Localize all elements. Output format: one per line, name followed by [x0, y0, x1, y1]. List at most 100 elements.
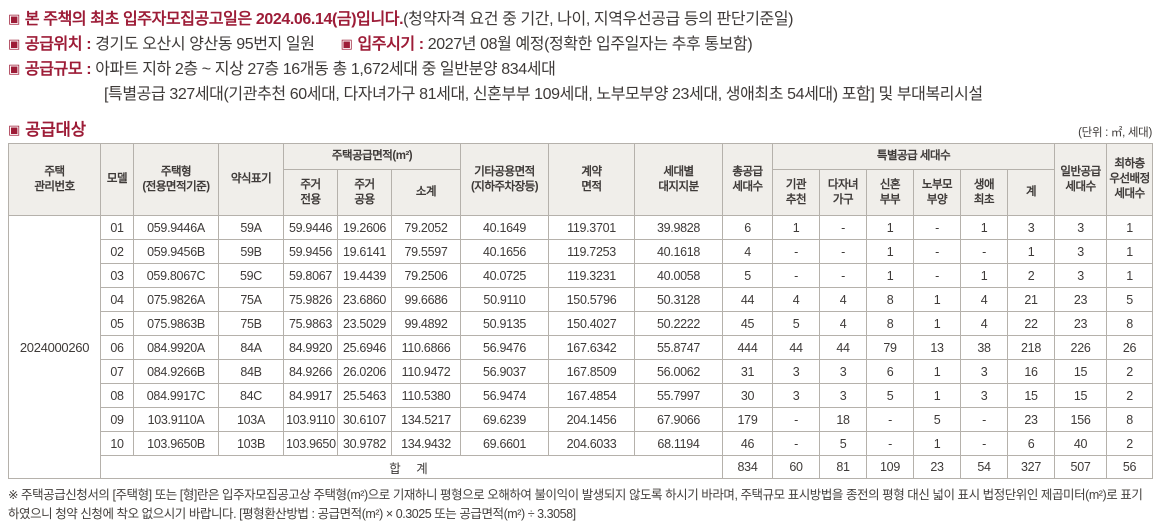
- square-bullet-icon: ▣: [8, 36, 20, 51]
- table-cell: 4: [960, 311, 1009, 336]
- col-house-type: 주택형 (전용면적기준): [133, 143, 219, 216]
- col-area-subtotal: 소계: [390, 169, 462, 216]
- table-cell: 103.9110A: [133, 407, 219, 432]
- col-group-supply-area: 주택공급면적(m²): [282, 143, 462, 170]
- table-cell: 1: [960, 263, 1009, 288]
- table-cell: 5: [772, 311, 821, 336]
- table-cell: 50.2222: [634, 311, 724, 336]
- table-cell: 1: [913, 383, 962, 408]
- movein-label: 입주시기 :: [357, 36, 424, 53]
- table-cell: 3: [1054, 215, 1108, 240]
- movein-value: 2027년 08월 예정(정확한 입주일자는 추후 통보함): [427, 36, 753, 53]
- table-cell: 05: [100, 311, 134, 336]
- col-contract-area: 계약 면적: [548, 143, 636, 216]
- table-cell: 26.0206: [337, 359, 392, 384]
- table-cell: 8: [866, 311, 915, 336]
- announcement-date-text: 본 주책의 최초 입주자모집공고일은 2024.06.14(금)입니다.: [24, 11, 404, 28]
- col-sp-elderly: 노부모 부양: [913, 169, 962, 216]
- table-cell: 119.7253: [548, 239, 636, 264]
- col-sp-newlywed: 신혼 부부: [866, 169, 915, 216]
- total-value-cell: 834: [722, 455, 774, 479]
- table-cell: 75A: [218, 287, 284, 312]
- table-cell: 99.4892: [390, 311, 462, 336]
- table-cell: -: [913, 239, 962, 264]
- table-cell: 1: [960, 215, 1009, 240]
- table-cell: 84B: [218, 359, 284, 384]
- table-cell: 2: [1106, 431, 1154, 456]
- table-cell: 3: [772, 359, 821, 384]
- col-model: 모델: [100, 143, 134, 216]
- table-cell: 15: [1054, 383, 1108, 408]
- table-cell: 40.1649: [460, 215, 550, 240]
- table-cell: 103A: [218, 407, 284, 432]
- table-cell: 1: [866, 215, 915, 240]
- table-cell: 25.6946: [337, 335, 392, 360]
- table-cell: -: [772, 431, 821, 456]
- total-value-cell: 327: [1007, 455, 1056, 479]
- table-cell: 3: [819, 359, 868, 384]
- table-cell: 5: [866, 383, 915, 408]
- table-cell: 4: [772, 287, 821, 312]
- table-cell: -: [819, 215, 868, 240]
- table-cell: 3: [819, 383, 868, 408]
- table-cell: 16: [1007, 359, 1056, 384]
- table-cell: -: [960, 239, 1009, 264]
- section-title-row: ▣ 공급대상 (단위 : ㎡, 세대): [8, 116, 1152, 140]
- table-cell: 3: [960, 359, 1009, 384]
- table-cell: 110.5380: [390, 383, 462, 408]
- col-sp-multichild: 다자녀 가구: [819, 169, 868, 216]
- table-cell: 79: [866, 335, 915, 360]
- table-cell: 75.9863: [283, 311, 338, 336]
- table-cell: 84.9920: [283, 335, 338, 360]
- table-cell: 119.3701: [548, 215, 636, 240]
- table-row: 06 084.9920A 84A 84.9920 25.6946 110.6866 56.9…: [9, 335, 1154, 360]
- table-cell: 103.9650B: [133, 431, 219, 456]
- table-cell: 56.9037: [460, 359, 550, 384]
- table-cell: 1: [1106, 239, 1154, 264]
- table-cell: -: [866, 407, 915, 432]
- table-cell: 79.5597: [390, 239, 462, 264]
- total-value-cell: 109: [866, 455, 915, 479]
- col-land-share: 세대별 대지지분: [634, 143, 724, 216]
- table-cell: 40.1618: [634, 239, 724, 264]
- col-abbreviation: 약식표기: [218, 143, 284, 216]
- table-cell: -: [819, 263, 868, 288]
- square-bullet-icon: ▣: [8, 122, 21, 137]
- total-label-cell: 합 계: [99, 455, 724, 479]
- table-cell: 68.1194: [634, 431, 724, 456]
- col-group-special-supply: 특별공급 세대수: [772, 143, 1056, 170]
- table-cell: 5: [722, 263, 774, 288]
- table-cell: 1: [1106, 263, 1154, 288]
- table-cell: 8: [1106, 407, 1154, 432]
- table-cell: 3: [960, 383, 1009, 408]
- square-bullet-icon: ▣: [8, 61, 20, 76]
- location-value: 경기도 오산시 양산동 95번지 일원: [95, 36, 315, 53]
- table-cell: 5: [1106, 287, 1154, 312]
- table-cell: 56.0062: [634, 359, 724, 384]
- table-cell: 67.9066: [634, 407, 724, 432]
- table-cell: 39.9828: [634, 215, 724, 240]
- table-cell: 1: [866, 263, 915, 288]
- table-cell: 6: [866, 359, 915, 384]
- table-cell: 30: [722, 383, 774, 408]
- location-label: 공급위치 :: [24, 36, 92, 53]
- table-cell: 167.4854: [548, 383, 636, 408]
- table-cell: 059.8067C: [133, 263, 219, 288]
- table-cell: 59.9446: [283, 215, 338, 240]
- table-cell: 01: [100, 215, 134, 240]
- col-lowest-floor: 최하층 우선배정 세대수: [1106, 143, 1154, 216]
- square-bullet-icon: ▣: [8, 11, 20, 26]
- table-cell: 30.6107: [337, 407, 392, 432]
- table-row: 2024000260 01 059.9446A 59A 59.9446 19.2606 79…: [8, 215, 1154, 479]
- table-cell: 40: [1054, 431, 1108, 456]
- total-value-cell: 23: [913, 455, 962, 479]
- table-cell: 4: [819, 311, 868, 336]
- table-cell: 26: [1106, 335, 1154, 360]
- table-cell: 59C: [218, 263, 284, 288]
- table-cell: -: [913, 263, 962, 288]
- table-cell: 23: [1054, 287, 1108, 312]
- table-cell: 8: [1106, 311, 1154, 336]
- table-cell: 84A: [218, 335, 284, 360]
- table-cell: 23: [1054, 311, 1108, 336]
